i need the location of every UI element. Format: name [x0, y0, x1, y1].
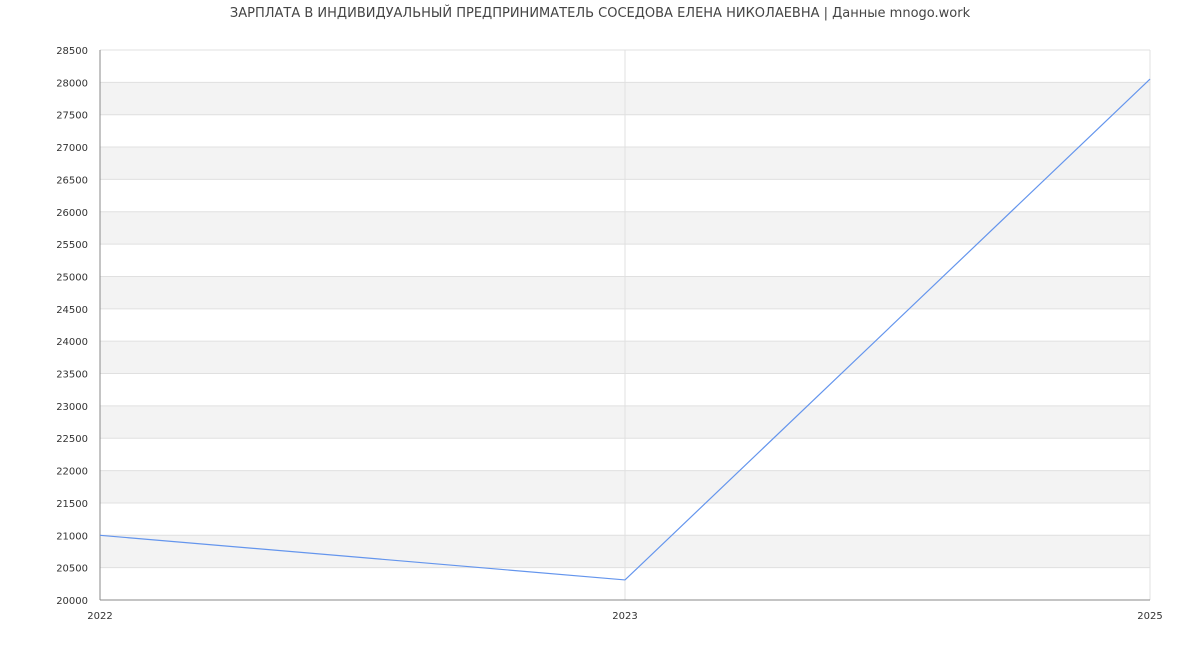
y-tick-label: 25000 [56, 272, 88, 283]
y-tick-label: 23500 [56, 370, 88, 381]
x-tick-label: 2023 [612, 611, 637, 622]
y-tick-label: 25500 [56, 240, 88, 251]
y-tick-label: 24500 [56, 305, 88, 316]
chart-title: ЗАРПЛАТА В ИНДИВИДУАЛЬНЫЙ ПРЕДПРИНИМАТЕЛ… [229, 6, 971, 21]
y-tick-label: 22500 [56, 434, 88, 445]
y-tick-label: 26500 [56, 175, 88, 186]
y-tick-label: 20000 [56, 596, 88, 607]
y-tick-label: 21000 [56, 531, 88, 542]
x-tick-label: 2022 [87, 611, 112, 622]
y-tick-label: 21500 [56, 499, 88, 510]
x-tick-label: 2025 [1137, 611, 1162, 622]
y-tick-label: 27500 [56, 111, 88, 122]
y-tick-label: 22000 [56, 467, 88, 478]
y-tick-label: 24000 [56, 337, 88, 348]
y-tick-label: 27000 [56, 143, 88, 154]
y-tick-label: 28000 [56, 78, 88, 89]
y-tick-label: 20500 [56, 564, 88, 575]
y-tick-label: 26000 [56, 208, 88, 219]
y-tick-label: 28500 [56, 46, 88, 57]
y-tick-label: 23000 [56, 402, 88, 413]
